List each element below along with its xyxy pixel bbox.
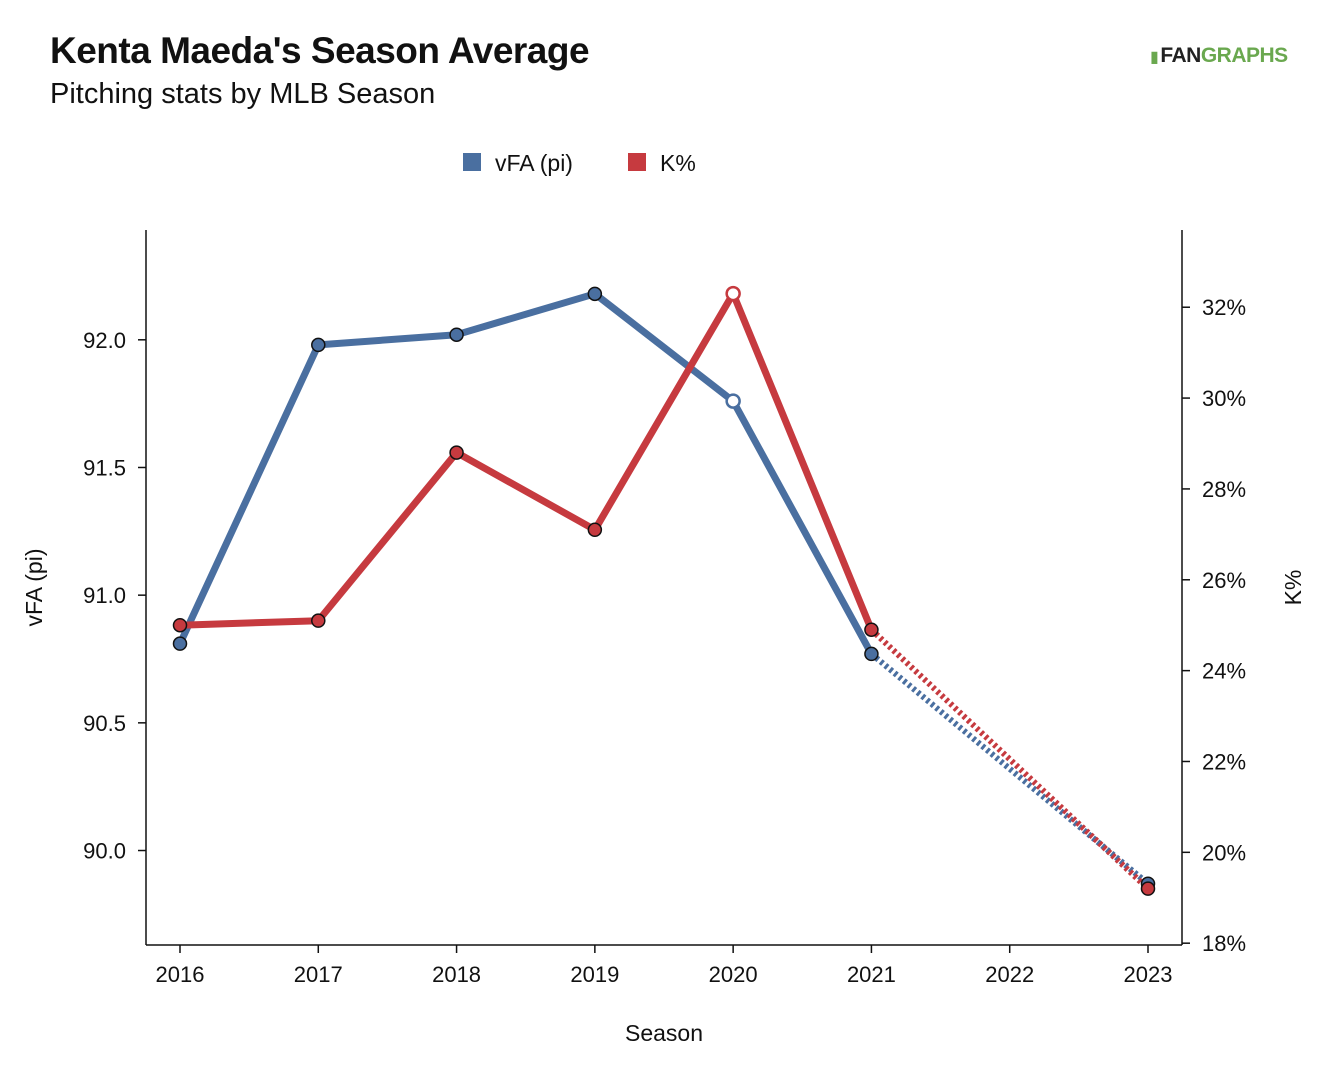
x-tick-label: 2017 <box>294 962 343 987</box>
x-tick-label: 2022 <box>985 962 1034 987</box>
x-tick-label: 2020 <box>709 962 758 987</box>
logo-mark-icon: ▮ <box>1150 49 1159 66</box>
series-point-1[interactable] <box>587 286 603 302</box>
y-right-tick-label: 26% <box>1202 568 1246 593</box>
logo-text-fan: FAN <box>1160 44 1201 67</box>
series-point-1[interactable] <box>864 646 879 662</box>
legend-label-2[interactable]: K% <box>660 150 696 176</box>
axes: 2016 2017 2018 2019 2020 2021 2022 2023 90.0 90.5… <box>21 230 1306 1046</box>
series-point-2[interactable] <box>1140 881 1156 896</box>
legend-swatch-1 <box>463 153 481 171</box>
series-point-2[interactable] <box>172 617 188 633</box>
y-left-tick-label: 91.5 <box>83 455 126 480</box>
y-right-tick-label: 22% <box>1202 749 1246 774</box>
series-layer <box>172 285 1156 896</box>
y-left-tick-label: 90.5 <box>83 711 126 736</box>
chart-title: Kenta Maeda's Season Average <box>50 30 590 71</box>
logo-text-graphs: GRAPHS <box>1200 44 1288 67</box>
y-right-tick-label: 30% <box>1202 386 1246 411</box>
series-point-2[interactable] <box>725 285 741 302</box>
series-point-2[interactable] <box>311 613 326 628</box>
series-line-2 <box>176 290 875 634</box>
legend-label-1[interactable]: vFA (pi) <box>495 150 573 176</box>
x-tick-label: 2021 <box>847 962 896 987</box>
series-point-2[interactable] <box>449 445 464 460</box>
x-tick-label: 2019 <box>570 962 619 987</box>
series-point-1[interactable] <box>172 636 188 651</box>
series-point-2[interactable] <box>587 522 603 538</box>
fangraphs-logo[interactable]: ▮FANGRAPHS <box>1150 44 1288 68</box>
y-right-tick-label: 24% <box>1202 659 1246 684</box>
series-projection-1 <box>869 651 1150 887</box>
series-point-1[interactable] <box>725 393 741 409</box>
legend: vFA (pi) K% <box>463 150 696 176</box>
series-line-1 <box>176 290 875 658</box>
x-tick-label: 2018 <box>432 962 481 987</box>
y-left-tick-label: 90.0 <box>83 839 126 864</box>
chart-subtitle: Pitching stats by MLB Season <box>50 78 436 110</box>
legend-swatch-2 <box>628 153 646 171</box>
y-right-tick-label: 18% <box>1202 931 1246 956</box>
series-point-2[interactable] <box>864 622 879 637</box>
x-axis-title: Season <box>625 1020 703 1046</box>
y-right-tick-label: 28% <box>1202 477 1246 502</box>
y-left-tick-label: 91.0 <box>83 583 126 608</box>
x-tick-label: 2016 <box>156 962 205 987</box>
y-left-axis-title: vFA (pi) <box>21 549 47 627</box>
y-left-tick-label: 92.0 <box>83 328 126 353</box>
series-point-1[interactable] <box>449 327 464 342</box>
x-tick-label: 2023 <box>1124 962 1173 987</box>
y-right-tick-label: 20% <box>1202 840 1246 865</box>
y-right-tick-label: 32% <box>1202 295 1246 320</box>
series-point-1[interactable] <box>311 337 326 353</box>
y-right-axis-title: K% <box>1280 570 1306 606</box>
